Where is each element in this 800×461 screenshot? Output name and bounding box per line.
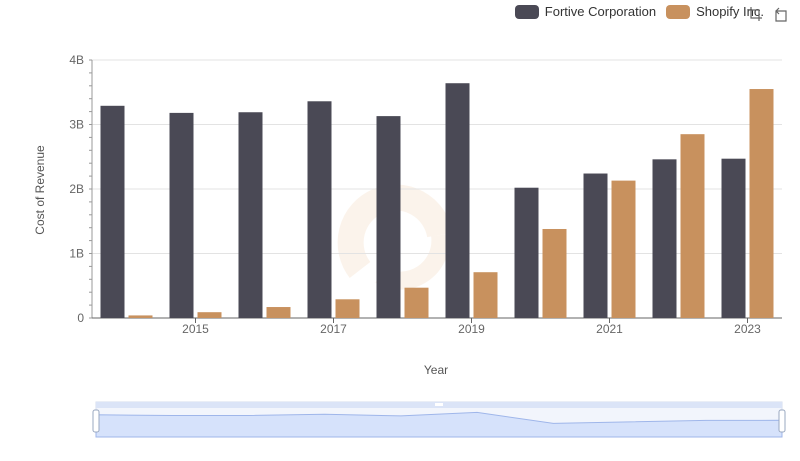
- bar-shopify: [749, 89, 774, 319]
- y-tick-label: 0: [77, 311, 84, 325]
- bar-fortive: [169, 112, 194, 318]
- bar-shopify: [197, 312, 222, 318]
- bar-fortive: [652, 159, 677, 318]
- bar-shopify: [128, 315, 153, 318]
- x-tick-label: 2021: [596, 322, 623, 336]
- x-axis-title: Year: [424, 363, 448, 377]
- y-tick-label: 3B: [69, 118, 84, 132]
- bar-shopify: [542, 228, 567, 318]
- x-tick-label: 2017: [320, 322, 347, 336]
- slider-handle-left[interactable]: [92, 409, 100, 433]
- slider-grip-icon[interactable]: [435, 403, 443, 406]
- bar-shopify: [611, 180, 636, 318]
- bar-fortive: [307, 101, 332, 318]
- bar-shopify: [680, 134, 705, 318]
- legend-item-fortive[interactable]: Fortive Corporation: [514, 4, 657, 19]
- bar-fortive: [445, 83, 470, 318]
- y-tick-label: 4B: [69, 53, 84, 67]
- data-zoom-slider[interactable]: [92, 401, 786, 438]
- slider-handle-right[interactable]: [778, 409, 786, 433]
- legend-label-shopify: Shopify Inc.: [696, 4, 764, 19]
- legend-label-fortive: Fortive Corporation: [544, 4, 657, 19]
- legend: Fortive Corporation Shopify Inc.: [514, 4, 764, 19]
- y-tick-label: 2B: [69, 182, 84, 196]
- bar-fortive: [376, 116, 401, 319]
- legend-swatch-fortive: [514, 4, 539, 19]
- bar-fortive: [721, 158, 746, 318]
- bar-shopify: [266, 307, 291, 318]
- x-axis: 2015 2017 2019 2021 2023: [92, 317, 782, 336]
- bars: [100, 83, 774, 319]
- x-tick-label: 2023: [734, 322, 761, 336]
- zoom-select-icon[interactable]: [747, 6, 763, 22]
- y-axis: 0 1B 2B 3B 4B: [69, 53, 93, 325]
- x-tick-label: 2019: [458, 322, 485, 336]
- zoom-reset-icon[interactable]: [773, 6, 789, 22]
- x-tick-label: 2015: [182, 322, 209, 336]
- legend-item-shopify[interactable]: Shopify Inc.: [666, 4, 764, 19]
- legend-swatch-shopify: [666, 4, 691, 19]
- bar-shopify: [335, 299, 360, 318]
- bar-fortive: [100, 105, 125, 318]
- bar-fortive: [583, 173, 608, 318]
- y-axis-title: Cost of Revenue: [33, 145, 47, 235]
- bar-shopify: [473, 272, 498, 318]
- y-tick-label: 1B: [69, 247, 84, 261]
- bar-shopify: [404, 287, 429, 318]
- bar-fortive: [238, 112, 263, 319]
- bar-fortive: [514, 187, 539, 318]
